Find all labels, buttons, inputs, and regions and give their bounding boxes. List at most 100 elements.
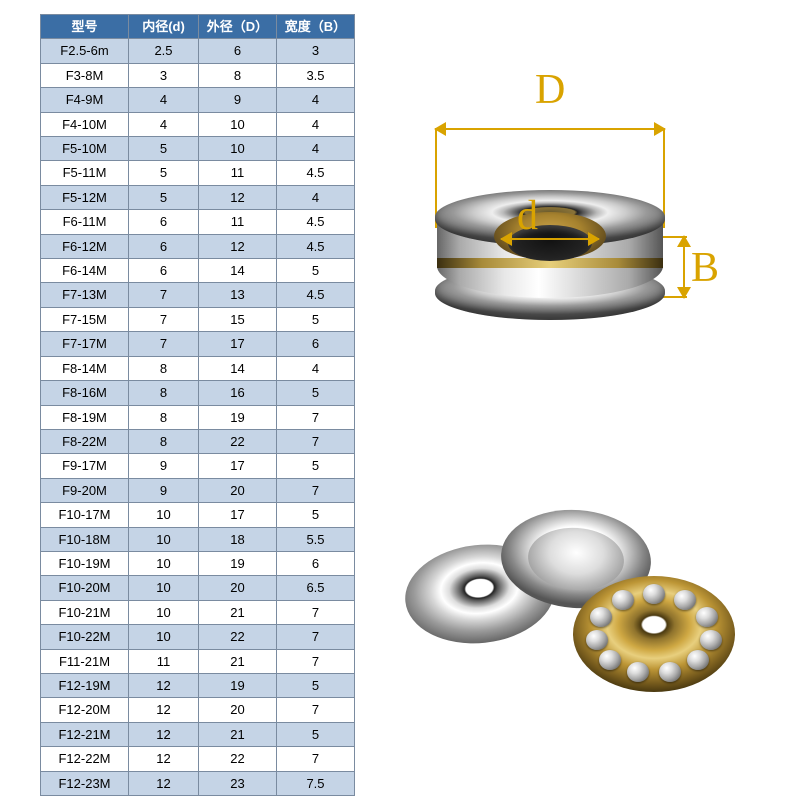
table-cell: 5 xyxy=(277,381,355,405)
table-cell: F12-20M xyxy=(41,698,129,722)
table-cell: 12 xyxy=(129,698,199,722)
table-cell: 21 xyxy=(199,722,277,746)
table-row: F12-21M12215 xyxy=(41,722,355,746)
table-cell: 20 xyxy=(199,698,277,722)
table-cell: F7-13M xyxy=(41,283,129,307)
col-header: 宽度（B） xyxy=(277,15,355,39)
table-row: F10-18M10185.5 xyxy=(41,527,355,551)
table-row: F5-10M5104 xyxy=(41,137,355,161)
table-cell: 18 xyxy=(199,527,277,551)
table-cell: 6 xyxy=(199,39,277,63)
table-cell: 5 xyxy=(277,503,355,527)
table-cell: 5 xyxy=(277,259,355,283)
table-cell: F7-17M xyxy=(41,332,129,356)
table-row: F8-16M8165 xyxy=(41,381,355,405)
table-cell: 9 xyxy=(129,454,199,478)
table-cell: 3.5 xyxy=(277,63,355,87)
table-cell: 22 xyxy=(199,625,277,649)
table-cell: 19 xyxy=(199,405,277,429)
table-cell: 5 xyxy=(129,137,199,161)
bearing-exploded-icon xyxy=(405,490,745,740)
bearing-ball-icon xyxy=(586,630,608,650)
table-row: F8-22M8227 xyxy=(41,429,355,453)
table-cell: F10-21M xyxy=(41,600,129,624)
thickness-label: B xyxy=(691,244,719,292)
table-cell: 4.5 xyxy=(277,210,355,234)
bearing-dimension-diagram: D d B xyxy=(385,70,715,370)
table-row: F2.5-6m2.563 xyxy=(41,39,355,63)
table-row: F10-21M10217 xyxy=(41,600,355,624)
spec-table: 型号内径(d)外径（D）宽度（B） F2.5-6m2.563F3-8M383.5… xyxy=(40,14,355,796)
table-cell: 12 xyxy=(199,185,277,209)
table-cell: 6 xyxy=(277,332,355,356)
outer-diameter-label: D xyxy=(535,66,565,114)
bearing-ball-icon xyxy=(627,662,649,682)
table-cell: 10 xyxy=(129,576,199,600)
table-cell: 17 xyxy=(199,332,277,356)
table-cell: 4 xyxy=(277,185,355,209)
table-cell: 6 xyxy=(129,259,199,283)
table-cell: 10 xyxy=(199,112,277,136)
table-cell: F10-20M xyxy=(41,576,129,600)
table-cell: 3 xyxy=(277,39,355,63)
table-cell: 4 xyxy=(277,112,355,136)
table-row: F10-22M10227 xyxy=(41,625,355,649)
table-cell: F4-9M xyxy=(41,88,129,112)
table-row: F12-23M12237.5 xyxy=(41,771,355,795)
table-cell: 20 xyxy=(199,478,277,502)
table-cell: 8 xyxy=(129,405,199,429)
spec-table-container: 型号内径(d)外径（D）宽度（B） F2.5-6m2.563F3-8M383.5… xyxy=(0,0,365,800)
table-row: F5-12M5124 xyxy=(41,185,355,209)
table-cell: 14 xyxy=(199,356,277,380)
table-cell: 7 xyxy=(277,649,355,673)
table-row: F5-11M5114.5 xyxy=(41,161,355,185)
col-header: 外径（D） xyxy=(199,15,277,39)
table-cell: 5 xyxy=(129,185,199,209)
table-cell: 11 xyxy=(129,649,199,673)
table-cell: F5-10M xyxy=(41,137,129,161)
col-header: 内径(d) xyxy=(129,15,199,39)
table-cell: 7 xyxy=(277,747,355,771)
table-cell: 3 xyxy=(129,63,199,87)
table-cell: F2.5-6m xyxy=(41,39,129,63)
table-cell: 4 xyxy=(129,112,199,136)
table-cell: 7.5 xyxy=(277,771,355,795)
table-cell: 4.5 xyxy=(277,283,355,307)
table-cell: F9-17M xyxy=(41,454,129,478)
table-cell: 12 xyxy=(129,771,199,795)
table-cell: 7 xyxy=(129,283,199,307)
table-cell: F12-19M xyxy=(41,673,129,697)
table-cell: 17 xyxy=(199,454,277,478)
table-cell: 7 xyxy=(277,698,355,722)
table-cell: 11 xyxy=(199,210,277,234)
table-cell: 7 xyxy=(277,478,355,502)
bearing-ball-icon xyxy=(643,584,665,604)
table-cell: 6.5 xyxy=(277,576,355,600)
table-cell: F6-14M xyxy=(41,259,129,283)
table-cell: 4 xyxy=(129,88,199,112)
bearing-ball-icon xyxy=(612,590,634,610)
table-cell: 12 xyxy=(129,673,199,697)
table-row: F8-14M8144 xyxy=(41,356,355,380)
table-cell: 22 xyxy=(199,747,277,771)
table-cell: 5 xyxy=(277,454,355,478)
table-cell: 9 xyxy=(199,88,277,112)
table-row: F11-21M11217 xyxy=(41,649,355,673)
table-cell: 5 xyxy=(277,307,355,331)
inner-diameter-label: d xyxy=(517,192,538,240)
table-cell: F3-8M xyxy=(41,63,129,87)
table-cell: 21 xyxy=(199,649,277,673)
table-row: F10-19M10196 xyxy=(41,551,355,575)
table-cell: 10 xyxy=(129,551,199,575)
table-row: F9-17M9175 xyxy=(41,454,355,478)
table-row: F12-22M12227 xyxy=(41,747,355,771)
table-row: F7-17M7176 xyxy=(41,332,355,356)
table-cell: 7 xyxy=(277,625,355,649)
table-cell: F9-20M xyxy=(41,478,129,502)
table-cell: 5.5 xyxy=(277,527,355,551)
table-row: F4-9M494 xyxy=(41,88,355,112)
table-cell: 11 xyxy=(199,161,277,185)
table-row: F3-8M383.5 xyxy=(41,63,355,87)
table-cell: F10-19M xyxy=(41,551,129,575)
table-cell: 7 xyxy=(277,429,355,453)
